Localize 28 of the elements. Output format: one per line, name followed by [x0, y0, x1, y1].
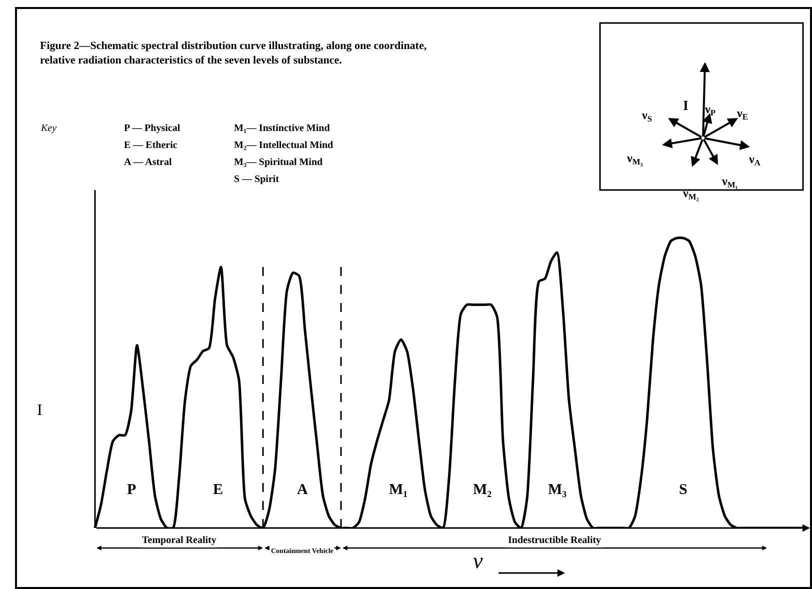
- text: I: [683, 99, 688, 114]
- text: M₁— Instinctive Mind: [234, 123, 330, 134]
- text: E — Etheric: [124, 140, 178, 151]
- text: S — Spirit: [234, 174, 280, 185]
- text: Indestructible Reality: [508, 535, 602, 546]
- text: ν$_{M₃}$: [626, 151, 644, 167]
- annotation: P: [127, 482, 136, 498]
- y-axis-title: I: [37, 402, 42, 419]
- annotation: E: [213, 482, 224, 498]
- text: ν$_{M₂}$: [682, 186, 700, 202]
- annotation: S: [679, 482, 688, 498]
- text: ν$_{E}$: [736, 106, 748, 122]
- text: Temporal Reality: [142, 535, 216, 546]
- text: ν$_{A}$: [748, 152, 760, 168]
- text: ν$_{S}$: [641, 108, 652, 124]
- text: M₂— Intellectual Mind: [234, 140, 334, 151]
- x-axis-title: ν: [473, 548, 483, 573]
- annotation: M₁: [389, 482, 408, 498]
- annotation: M₂: [473, 482, 492, 498]
- text: P — Physical: [124, 123, 180, 134]
- text: ν$_{P}$: [704, 102, 716, 118]
- text: Key: [40, 123, 58, 134]
- annotation: A: [297, 482, 308, 498]
- text: M₃— Spiritual Mind: [234, 157, 324, 168]
- annotation: M₃: [548, 482, 568, 498]
- text: A — Astral: [124, 157, 172, 168]
- text: ν$_{M₁}$: [721, 174, 738, 190]
- chart-title: Figure 2—Schematic spectral distribution curve illustrating, along one coordinate, relative radiation characteristics of the seven levels of substance.: [40, 40, 427, 66]
